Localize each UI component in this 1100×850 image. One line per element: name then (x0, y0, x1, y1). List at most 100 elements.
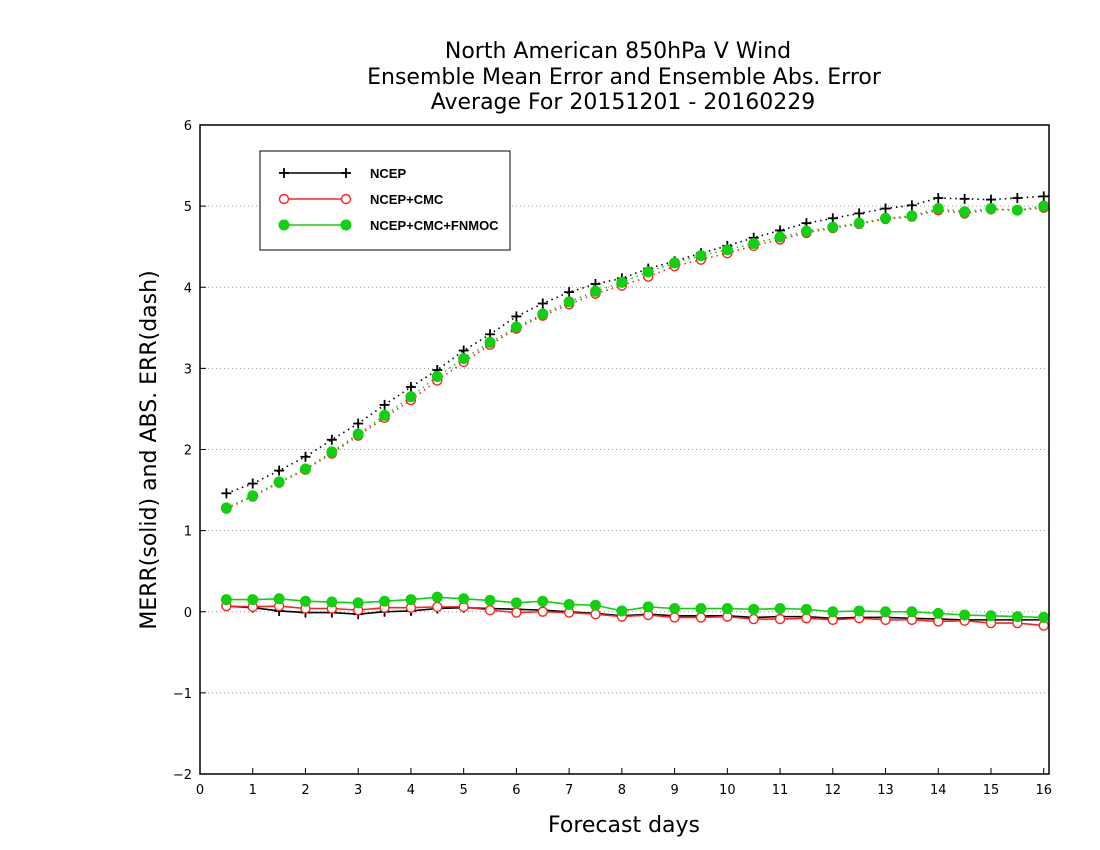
abs-error-point-ncep (906, 200, 917, 211)
mean-error-point-ncep-cmc-fnmoc (695, 603, 707, 615)
abs-error-point-ncep-cmc-fnmoc (220, 502, 232, 514)
legend-marker-ncep (279, 168, 289, 178)
mean-error-point-ncep-cmc-fnmoc (721, 603, 733, 615)
mean-error-point-ncep-cmc-fnmoc (537, 595, 549, 607)
x-tick-label: 12 (825, 783, 842, 798)
abs-error-point-ncep (300, 451, 311, 462)
mean-error-point-ncep-cmc-fnmoc (484, 594, 496, 606)
x-tick-label: 3 (354, 783, 362, 798)
mean-error-point-ncep-cmc-fnmoc (959, 609, 971, 621)
abs-error-point-ncep (247, 478, 258, 489)
mean-error-point-ncep-cmc-fnmoc (906, 606, 918, 618)
legend-label-ncep-cmc: NCEP+CMC (370, 192, 444, 207)
abs-error-point-ncep-cmc-fnmoc (932, 203, 944, 215)
mean-error-point-ncep-cmc-fnmoc (1038, 611, 1050, 623)
x-tick-label: 5 (460, 783, 468, 798)
abs-error-point-ncep (274, 465, 285, 476)
abs-error-point-ncep (564, 287, 575, 298)
x-axis-label: Forecast days (548, 813, 700, 838)
legend-marker-ncep-cmc (340, 193, 352, 205)
y-tick-label: 1 (184, 525, 192, 540)
mean-error-point-ncep-cmc-fnmoc (616, 605, 628, 617)
legend-marker-ncep-cmc-fnmoc (278, 219, 290, 231)
series-layer (220, 191, 1050, 631)
mean-error-point-ncep-cmc (590, 608, 601, 620)
abs-error-point-ncep-cmc-fnmoc (589, 285, 601, 297)
abs-error-point-ncep-cmc-fnmoc (642, 266, 654, 278)
mean-error-point-ncep-cmc-fnmoc (880, 606, 892, 618)
mean-error-point-ncep-cmc-fnmoc (273, 593, 285, 605)
abs-error-point-ncep-cmc-fnmoc (273, 476, 285, 488)
abs-error-line-ncep-cmc (226, 206, 1044, 510)
legend: NCEP NCEP+CMC NCEP+CMC+FNMOC (259, 150, 511, 251)
mean-error-point-ncep-cmc-fnmoc (642, 601, 654, 613)
y-axis-ticks: −2 −1 0 1 2 3 4 5 6 (173, 119, 206, 783)
abs-error-point-ncep-cmc-fnmoc (431, 370, 443, 382)
mean-error-point-ncep-cmc-fnmoc (510, 597, 522, 609)
abs-error-point-ncep (221, 488, 232, 499)
abs-error-point-ncep-cmc-fnmoc (616, 276, 628, 288)
x-tick-label: 9 (670, 783, 678, 798)
mean-error-point-ncep-cmc-fnmoc (326, 596, 338, 608)
mean-error-point-ncep-cmc-fnmoc (431, 591, 443, 603)
x-tick-label: 13 (877, 783, 894, 798)
x-axis-ticks: 0 1 2 3 4 5 6 7 8 9 10 11 12 13 14 15 16 (196, 768, 1052, 798)
mean-error-point-ncep-cmc (511, 607, 522, 618)
mean-error-point-ncep-cmc-fnmoc (748, 603, 760, 615)
mean-error-point-ncep-cmc-fnmoc (774, 603, 786, 615)
mean-error-point-ncep-cmc (695, 612, 707, 623)
abs-error-point-ncep-cmc-fnmoc (379, 409, 391, 421)
abs-error-point-ncep-cmc-fnmoc (247, 490, 259, 502)
abs-error-point-ncep-cmc-fnmoc (537, 308, 549, 320)
legend-label-ncep-cmc-fnmoc: NCEP+CMC+FNMOC (370, 218, 499, 233)
abs-error-point-ncep-cmc-fnmoc (853, 217, 865, 229)
abs-error-point-ncep-cmc-fnmoc (1011, 204, 1023, 216)
chart-title-line-2: Ensemble Mean Error and Ensemble Abs. Er… (367, 65, 882, 90)
abs-error-line-ncep-cmc-fnmoc (226, 205, 1044, 509)
legend-label-ncep: NCEP (370, 166, 406, 181)
abs-error-point-ncep (379, 399, 390, 410)
abs-error-point-ncep-cmc-fnmoc (326, 446, 338, 458)
y-tick-label: −2 (173, 768, 192, 783)
mean-error-point-ncep-cmc (669, 612, 680, 623)
abs-error-point-ncep-cmc-fnmoc (748, 237, 760, 249)
abs-error-point-ncep-cmc-fnmoc (906, 210, 918, 222)
mean-error-point-ncep-cmc-fnmoc (827, 606, 839, 618)
legend-marker-ncep-cmc-fnmoc (340, 219, 352, 231)
abs-error-point-ncep (854, 208, 865, 219)
abs-error-point-ncep-cmc-fnmoc (959, 206, 971, 218)
chart-title-line-1: North American 850hPa V Wind (445, 39, 791, 64)
abs-error-point-ncep (405, 382, 416, 393)
x-tick-label: 14 (930, 783, 947, 798)
abs-error-point-ncep (1038, 191, 1049, 202)
x-tick-label: 4 (407, 783, 415, 798)
mean-error-point-ncep-cmc-fnmoc (220, 594, 232, 606)
y-tick-label: 5 (184, 200, 192, 215)
abs-error-point-ncep-cmc-fnmoc (669, 257, 681, 269)
mean-error-point-ncep-cmc (801, 613, 812, 624)
mean-error-point-ncep-cmc (774, 613, 786, 625)
abs-error-point-ncep-cmc-fnmoc (721, 244, 733, 256)
y-tick-label: 0 (184, 606, 192, 621)
abs-error-point-ncep (985, 194, 996, 205)
abs-error-point-ncep (959, 193, 970, 204)
mean-error-point-ncep-cmc-fnmoc (800, 603, 812, 615)
mean-error-point-ncep-cmc-fnmoc (853, 605, 865, 617)
x-tick-label: 11 (772, 783, 789, 798)
abs-error-point-ncep-cmc-fnmoc (880, 212, 892, 224)
abs-error-point-ncep (353, 418, 364, 429)
abs-error-point-ncep-cmc-fnmoc (827, 221, 839, 233)
x-tick-label: 1 (249, 783, 257, 798)
y-tick-label: 2 (184, 444, 192, 459)
mean-error-point-ncep-cmc-fnmoc (1011, 611, 1023, 623)
x-tick-label: 16 (1035, 783, 1052, 798)
legend-box (259, 150, 511, 251)
mean-error-point-ncep-cmc-fnmoc (932, 607, 944, 619)
mean-error-point-ncep-cmc-fnmoc (669, 603, 681, 615)
abs-error-point-ncep-cmc-fnmoc (510, 321, 522, 333)
x-tick-label: 8 (618, 783, 626, 798)
y-tick-label: 3 (184, 362, 192, 377)
mean-error-point-ncep-cmc-fnmoc (352, 597, 364, 609)
abs-error-point-ncep (933, 193, 944, 204)
